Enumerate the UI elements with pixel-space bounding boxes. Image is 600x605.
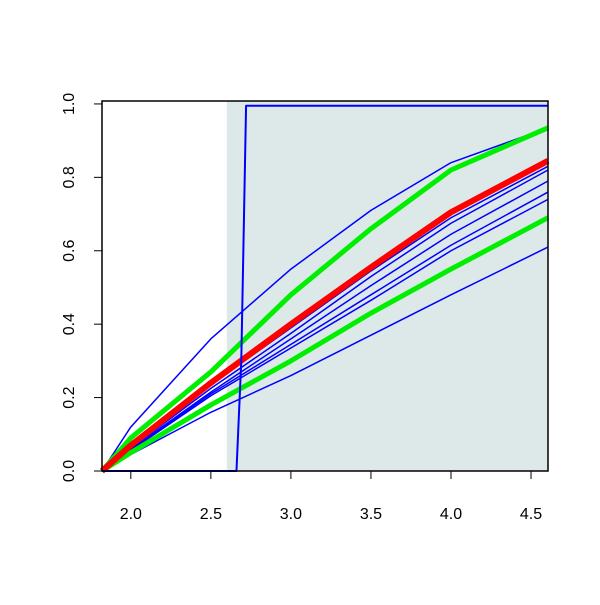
- y-tick-label: 0.4: [61, 313, 78, 335]
- x-tick-label: 3.5: [360, 506, 382, 523]
- line-series: [100, 125, 549, 473]
- line-series: [100, 158, 550, 474]
- y-tick-label: 0.6: [61, 240, 78, 262]
- line-series: [100, 215, 550, 474]
- line-series: [101, 127, 549, 472]
- y-tick-label: 1.0: [61, 93, 78, 115]
- x-tick-label: 2.0: [120, 506, 142, 523]
- x-tick-label: 4.0: [440, 506, 462, 523]
- shaded-region: [226, 101, 548, 471]
- y-tick-label: 0.2: [61, 386, 78, 408]
- y-tick-label: 0.0: [61, 460, 78, 482]
- x-tick-label: 3.0: [280, 506, 302, 523]
- plot-frame: [101, 100, 549, 472]
- x-tick-label: 4.5: [520, 506, 542, 523]
- x-tick-label: 2.5: [200, 506, 222, 523]
- y-tick-label: 0.8: [61, 166, 78, 188]
